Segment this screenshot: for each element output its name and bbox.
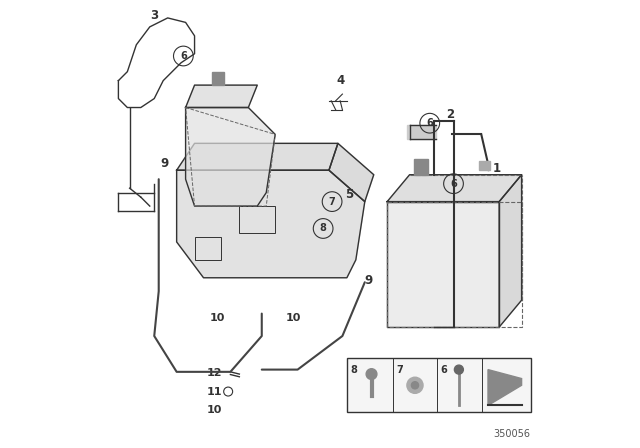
Text: 6: 6 <box>450 179 457 189</box>
Polygon shape <box>387 202 499 327</box>
Text: 5: 5 <box>345 188 353 202</box>
Text: 6: 6 <box>441 365 447 375</box>
Text: 7: 7 <box>329 197 335 207</box>
Text: 3: 3 <box>150 9 158 22</box>
Text: 4: 4 <box>336 74 344 87</box>
Text: 2: 2 <box>446 108 454 121</box>
Bar <box>347 358 531 412</box>
Text: 1: 1 <box>493 161 501 175</box>
Polygon shape <box>186 108 275 206</box>
Polygon shape <box>387 175 522 202</box>
Text: 8: 8 <box>350 365 357 375</box>
Circle shape <box>407 377 423 393</box>
Bar <box>414 159 428 175</box>
Text: 9: 9 <box>364 273 372 287</box>
Bar <box>407 125 436 139</box>
Text: 6: 6 <box>180 51 187 61</box>
Bar <box>195 237 221 260</box>
Text: 350056: 350056 <box>493 429 531 439</box>
Text: 6: 6 <box>426 118 433 128</box>
Text: 10: 10 <box>207 405 223 415</box>
Circle shape <box>412 382 419 389</box>
Text: 11: 11 <box>207 387 223 396</box>
Polygon shape <box>186 85 257 108</box>
Text: 9: 9 <box>160 157 168 170</box>
Text: 7: 7 <box>396 365 403 375</box>
Bar <box>479 161 490 170</box>
Polygon shape <box>488 370 522 405</box>
Bar <box>239 206 275 233</box>
Text: 10: 10 <box>209 313 225 323</box>
Text: 10: 10 <box>285 313 301 323</box>
Circle shape <box>366 369 377 379</box>
Polygon shape <box>177 143 338 170</box>
Polygon shape <box>329 143 374 202</box>
Polygon shape <box>499 175 522 327</box>
Polygon shape <box>177 170 365 278</box>
Bar <box>212 72 224 85</box>
Text: 12: 12 <box>207 368 223 378</box>
Text: 8: 8 <box>320 224 326 233</box>
Circle shape <box>454 365 463 374</box>
